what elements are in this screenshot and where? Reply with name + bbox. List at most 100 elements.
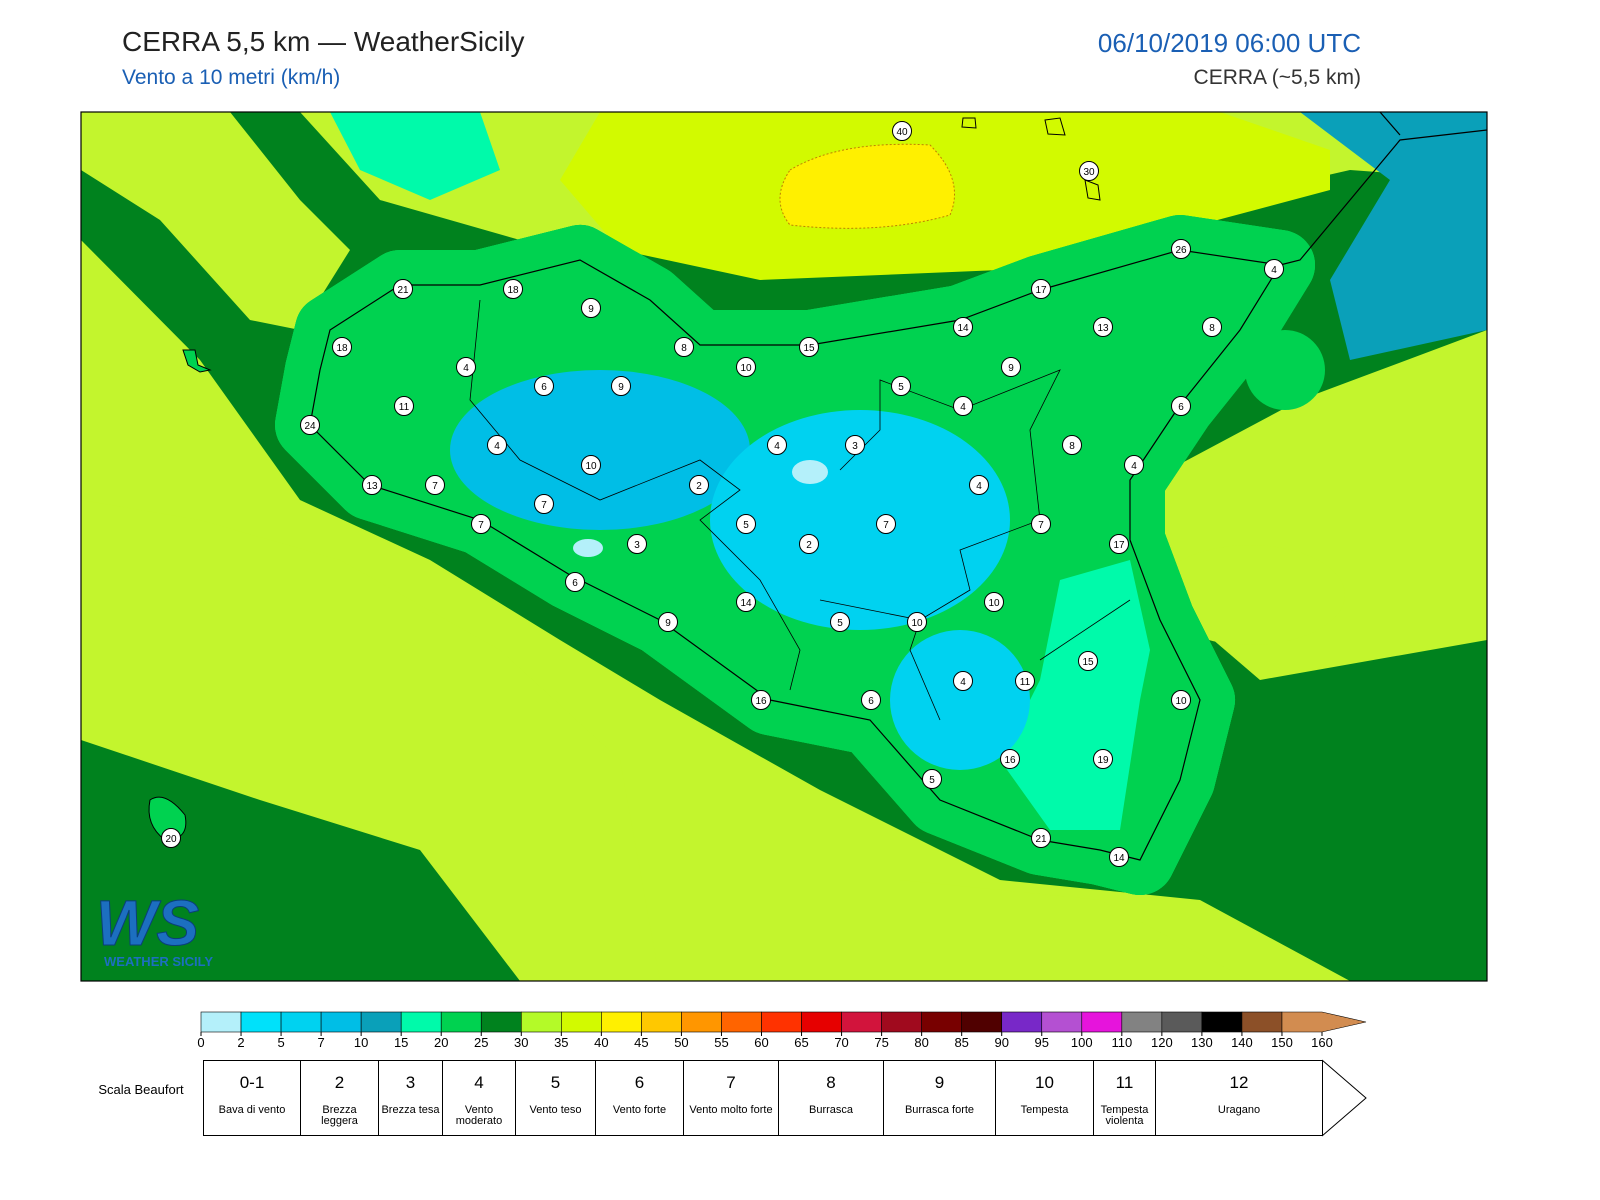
station-marker xyxy=(1031,514,1051,534)
station-value: 13 xyxy=(366,481,378,492)
station-value: 17 xyxy=(1113,540,1125,551)
mint-patch xyxy=(330,112,500,200)
station-value: 11 xyxy=(1020,677,1031,688)
colorbar-tick-label: 160 xyxy=(1311,1035,1333,1050)
yellow-core xyxy=(779,143,955,229)
station-marker xyxy=(799,337,819,357)
beaufort-force: 12 xyxy=(1229,1073,1249,1092)
station-value: 2 xyxy=(806,540,812,551)
station-marker xyxy=(1000,749,1020,769)
station-marker xyxy=(845,435,865,455)
colorbar-tick-label: 45 xyxy=(634,1035,648,1050)
colorbar-tick-label: 30 xyxy=(514,1035,528,1050)
station-value: 3 xyxy=(634,540,640,551)
band-dark-sw xyxy=(81,740,520,981)
cyan-west xyxy=(450,370,750,530)
calm-core xyxy=(573,539,603,557)
beaufort-label: Bava di vento xyxy=(218,1104,286,1116)
station-value: 20 xyxy=(165,834,177,845)
cyan-center xyxy=(710,410,1010,630)
station-marker xyxy=(658,612,678,632)
colorbar-tick-label: 55 xyxy=(714,1035,728,1050)
colorbar-tick-label: 150 xyxy=(1271,1035,1293,1050)
station-marker xyxy=(1109,847,1129,867)
colorbar-segment xyxy=(721,1011,762,1033)
station-marker xyxy=(503,279,523,299)
colorbar-segment xyxy=(520,1011,562,1033)
colorbar-tick-label: 70 xyxy=(834,1035,848,1050)
colorbar-segment xyxy=(1281,1011,1367,1033)
station-value: 17 xyxy=(1035,285,1047,296)
egadi xyxy=(182,349,212,373)
station-marker xyxy=(1093,749,1113,769)
colorbar-tick-label: 15 xyxy=(394,1035,408,1050)
station-value: 5 xyxy=(837,618,843,629)
station-value: 6 xyxy=(868,696,874,707)
colorbar-segment xyxy=(1121,1011,1163,1033)
colorbar-tick-label: 95 xyxy=(1035,1035,1049,1050)
station-marker xyxy=(736,514,756,534)
station-value: 8 xyxy=(681,343,687,354)
colorbar-segment xyxy=(480,1011,522,1033)
station-marker xyxy=(751,690,771,710)
station-value: 14 xyxy=(1113,853,1125,864)
station-value: 10 xyxy=(911,618,923,629)
colorbar-segment xyxy=(200,1011,242,1033)
station-marker xyxy=(1078,651,1098,671)
station-marker xyxy=(581,298,601,318)
colorbar-segment xyxy=(561,1011,602,1033)
station-value: 6 xyxy=(572,578,578,589)
beaufort-level: 7 Vento molto forte xyxy=(683,1060,779,1136)
station-marker xyxy=(1031,828,1051,848)
station-marker xyxy=(627,534,647,554)
station-value: 8 xyxy=(1069,441,1075,452)
colorbar-tick-label: 80 xyxy=(914,1035,928,1050)
colorbar-segment xyxy=(761,1011,802,1033)
station-marker xyxy=(611,376,631,396)
colorbar-tick-label: 40 xyxy=(594,1035,608,1050)
station-marker xyxy=(332,337,352,357)
beaufort-label: Brezza tesa xyxy=(381,1104,440,1116)
colorbar-tick-label: 10 xyxy=(354,1035,368,1050)
station-value: 7 xyxy=(478,520,484,531)
colorbar-tick-label: 100 xyxy=(1071,1035,1093,1050)
station-value: 10 xyxy=(988,598,1000,609)
station-marker xyxy=(456,357,476,377)
colorbar-tick-label: 60 xyxy=(754,1035,768,1050)
colorbar-tick-label: 2 xyxy=(237,1035,244,1050)
station-value: 30 xyxy=(1083,167,1095,178)
colorbar-tick-label: 65 xyxy=(794,1035,808,1050)
beaufort-force: 3 xyxy=(405,1073,416,1092)
catania-plain xyxy=(1000,560,1150,830)
station-marker xyxy=(471,514,491,534)
beaufort-label: Burrasca xyxy=(808,1104,854,1116)
station-marker xyxy=(953,396,973,416)
station-marker xyxy=(953,671,973,691)
station-marker xyxy=(1062,435,1082,455)
station-marker xyxy=(689,475,709,495)
colorbar-segment xyxy=(1161,1011,1203,1033)
station-marker xyxy=(534,376,554,396)
colorbar-segment xyxy=(681,1011,722,1033)
beaufort-level: 4 Vento moderato xyxy=(442,1060,516,1136)
station-marker xyxy=(799,534,819,554)
wind-field xyxy=(81,112,1487,981)
colorbar-segment xyxy=(240,1011,282,1033)
station-marker xyxy=(1093,317,1113,337)
station-marker xyxy=(736,357,756,377)
station-marker xyxy=(534,494,554,514)
station-value: 10 xyxy=(1175,696,1187,707)
station-marker xyxy=(1264,259,1284,279)
pantelleria xyxy=(148,796,187,841)
station-marker xyxy=(161,828,181,848)
station-value: 4 xyxy=(494,441,500,452)
station-marker xyxy=(1124,455,1144,475)
station-marker xyxy=(1171,396,1191,416)
station-marker xyxy=(830,612,850,632)
colorbar-segment xyxy=(440,1011,482,1033)
colorbar-tick-label: 120 xyxy=(1151,1035,1173,1050)
colorbar-segment xyxy=(360,1011,402,1033)
station-marker xyxy=(861,690,881,710)
station-marker xyxy=(1109,534,1129,554)
